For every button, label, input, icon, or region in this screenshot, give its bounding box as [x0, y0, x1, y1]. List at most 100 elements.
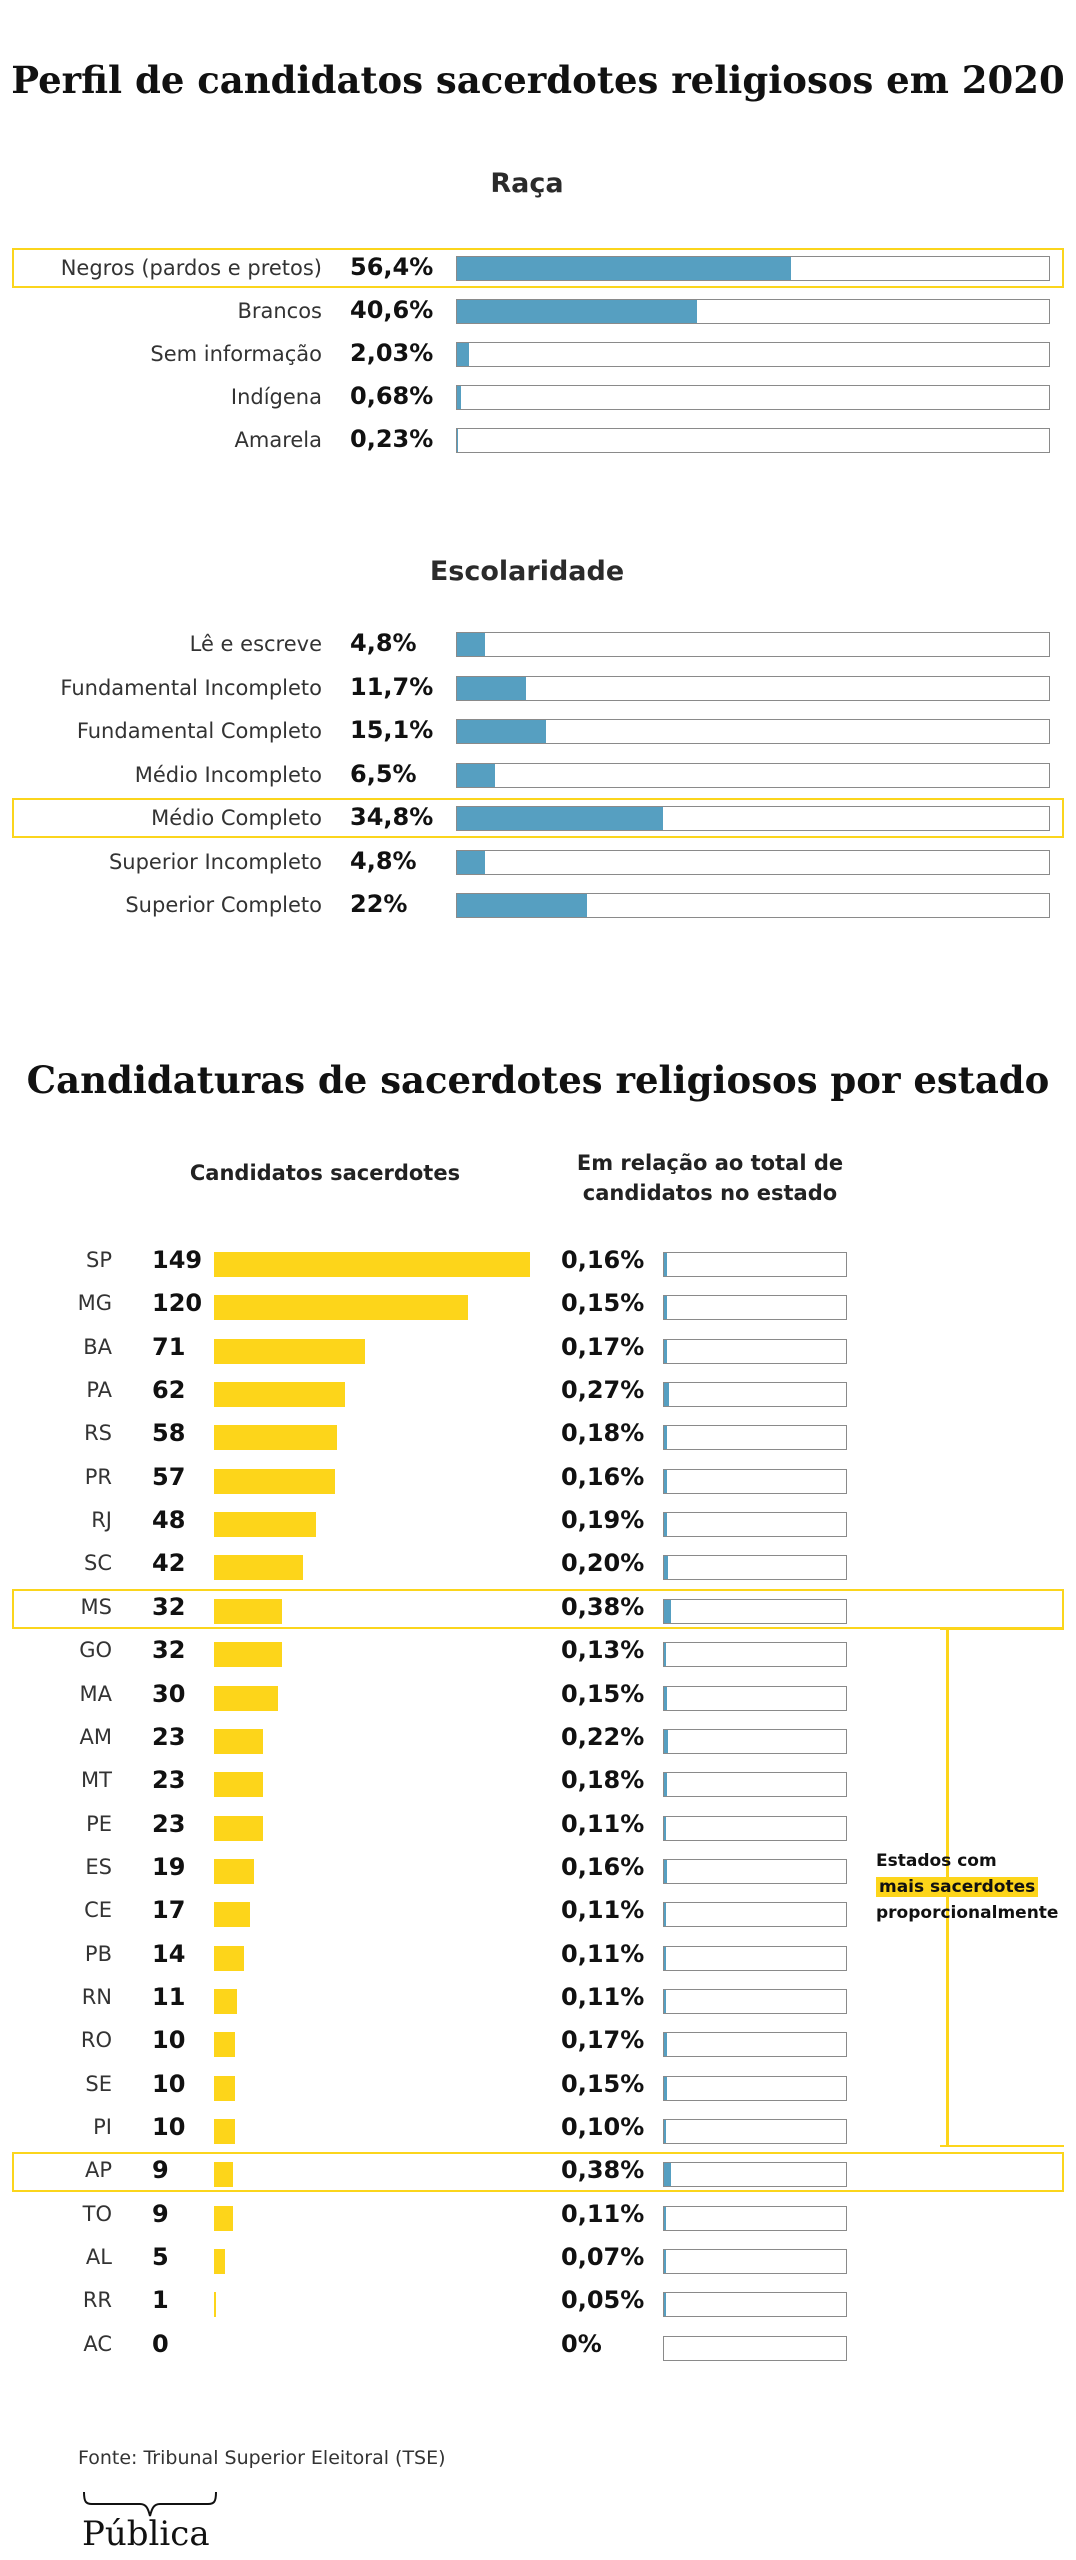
state-code-label: RO — [80, 2028, 112, 2053]
state-row: PA 62 0,27% — [0, 1370, 1076, 1410]
state-count-bar — [214, 2292, 217, 2318]
race-row: Indígena 0,68% — [0, 379, 1076, 415]
column-header-count: Candidatos sacerdotes — [189, 1161, 461, 1185]
education-category-label: Fundamental Completo — [76, 719, 322, 743]
state-count-bar — [214, 1685, 278, 1711]
race-value-label: 40,6% — [350, 296, 434, 324]
state-code-label: MS — [80, 1594, 112, 1619]
state-code-label: MG — [77, 1291, 112, 1316]
state-percent-label: 0,18% — [561, 1766, 645, 1795]
race-value-label: 0,23% — [350, 425, 434, 453]
state-row: MA 30 0,15% — [0, 1674, 1076, 1714]
education-value-label: 6,5% — [350, 759, 417, 788]
state-percent-track — [663, 1642, 847, 1668]
state-row: PR 57 0,16% — [0, 1457, 1076, 1497]
state-count-bar — [214, 1425, 337, 1451]
state-percent-bar — [664, 2033, 668, 2057]
state-code-label: PE — [86, 1811, 112, 1836]
race-category-label: Indígena — [230, 385, 322, 409]
state-row: GO 32 0,13% — [0, 1630, 1076, 1670]
state-percent-track — [663, 2335, 847, 2361]
state-count-bar — [214, 1988, 238, 2014]
state-count-bar — [214, 2162, 234, 2188]
state-percent-bar — [664, 1643, 667, 1667]
state-row: MS 32 0,38% — [0, 1587, 1076, 1627]
state-percent-bar — [664, 1946, 667, 1970]
education-value-label: 15,1% — [350, 716, 434, 744]
state-percent-label: 0,16% — [561, 1852, 645, 1881]
education-category-label: Médio Incompleto — [134, 762, 322, 787]
state-row: CE 17 0,11% — [0, 1890, 1076, 1930]
state-code-label: BA — [83, 1334, 112, 1359]
state-percent-label: 0,38% — [561, 2156, 645, 2185]
race-value-label: 0,68% — [350, 382, 434, 410]
state-percent-track — [663, 2292, 847, 2318]
state-highlight-box — [12, 1588, 1064, 1629]
state-percent-track — [663, 1728, 847, 1754]
race-bar-track — [456, 342, 1050, 367]
education-value-label: 34,8% — [350, 803, 434, 831]
state-percent-track — [663, 1902, 847, 1928]
state-code-label: RR — [82, 2288, 112, 2313]
state-row: AP 9 0,38% — [0, 2150, 1076, 2190]
state-count-label: 10 — [152, 2026, 186, 2055]
state-count-bar — [214, 2032, 236, 2058]
state-count-bar — [214, 2249, 225, 2275]
education-value-label: 4,8% — [350, 629, 417, 657]
state-code-label: PR — [84, 1464, 112, 1489]
state-percent-track — [663, 1988, 847, 2014]
state-percent-track — [663, 1338, 847, 1364]
state-percent-label: 0,38% — [561, 1592, 645, 1621]
state-count-label: 42 — [152, 1549, 186, 1578]
state-percent-track — [663, 2075, 847, 2101]
state-percent-label: 0% — [561, 2329, 602, 2358]
state-count-label: 30 — [152, 1679, 186, 1708]
race-category-label: Brancos — [237, 299, 322, 323]
state-percent-track — [663, 1512, 847, 1538]
education-bar — [457, 763, 496, 787]
state-row: RO 10 0,17% — [0, 2020, 1076, 2060]
state-percent-label: 0,18% — [561, 1419, 645, 1448]
state-percent-label: 0,19% — [561, 1506, 645, 1535]
race-value-label: 56,4% — [350, 253, 434, 281]
state-count-bar — [214, 2119, 236, 2144]
state-percent-label: 0,11% — [561, 1982, 645, 2011]
education-bar-track — [456, 675, 1050, 701]
state-percent-bar — [664, 1773, 668, 1797]
race-bar — [457, 429, 459, 452]
state-count-label: 0 — [152, 2329, 169, 2358]
state-row: PB 14 0,11% — [0, 1934, 1076, 1974]
education-bar — [457, 850, 486, 874]
education-row: Fundamental Incompleto 11,7% — [0, 670, 1076, 706]
state-percent-label: 0,22% — [561, 1722, 645, 1751]
state-count-bar — [214, 1772, 263, 1798]
annotation-note: Estados com mais sacerdotes proporcional… — [876, 1848, 1058, 1926]
state-percent-bar — [664, 2250, 667, 2274]
race-bar-track — [456, 299, 1050, 324]
state-percent-bar — [664, 1686, 667, 1710]
education-value-label: 4,8% — [350, 846, 417, 875]
state-percent-bar — [664, 2163, 671, 2187]
education-bar-track — [456, 893, 1050, 918]
education-bar-track — [456, 719, 1050, 744]
race-bar-track — [456, 385, 1050, 410]
state-percent-bar — [664, 1556, 668, 1580]
education-value-label: 11,7% — [350, 672, 434, 701]
state-count-bar — [214, 2075, 236, 2101]
state-count-bar — [214, 1642, 282, 1668]
state-row: RN 11 0,11% — [0, 1977, 1076, 2017]
state-count-bar — [214, 2205, 234, 2231]
state-count-bar — [214, 1555, 304, 1581]
state-count-label: 32 — [152, 1636, 186, 1665]
state-percent-track — [663, 2032, 847, 2058]
state-count-bar — [214, 1468, 335, 1494]
state-count-label: 10 — [152, 2069, 186, 2098]
race-category-label: Amarela — [234, 428, 323, 452]
state-row: PI 10 0,10% — [0, 2107, 1076, 2147]
education-bar-track — [456, 849, 1050, 875]
state-count-bar — [214, 1858, 255, 1884]
state-count-label: 23 — [152, 1766, 186, 1795]
education-bar — [457, 894, 588, 917]
state-percent-track — [663, 2119, 847, 2144]
state-percent-label: 0,16% — [561, 1246, 645, 1274]
